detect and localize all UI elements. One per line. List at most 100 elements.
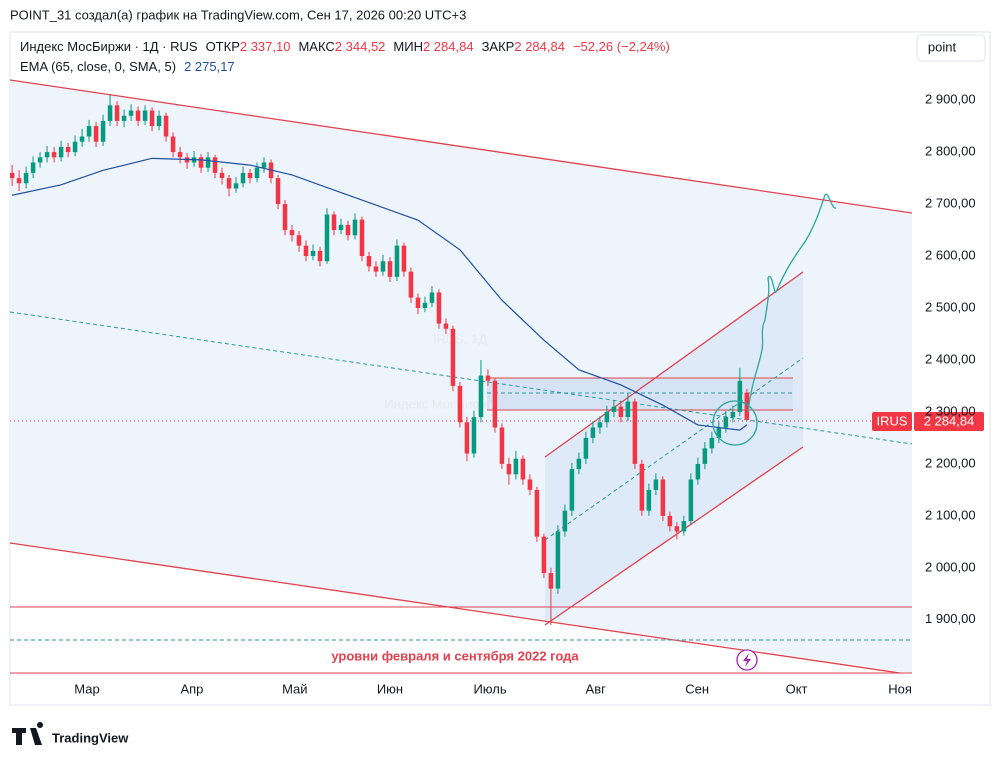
y-tick-label: 2 100,00	[925, 507, 976, 522]
candle-body	[429, 292, 435, 303]
candle-body	[100, 120, 106, 142]
trend-mid	[10, 311, 912, 445]
logo-icon	[12, 722, 44, 745]
candle-body	[37, 157, 43, 163]
ohlc-label: МИН	[393, 39, 423, 54]
unit-button[interactable]	[916, 34, 986, 62]
candle-body	[541, 536, 547, 574]
watermark: IRUS, 1Д	[433, 331, 488, 346]
candle-body	[436, 292, 442, 324]
candle-body	[597, 422, 603, 428]
marks	[10, 94, 750, 625]
candle-body	[604, 411, 610, 423]
candle-body	[583, 437, 589, 459]
highlight-circle	[712, 400, 758, 446]
indicator-line: EMA (65, close, 0, SMA, 5) 2 275,17	[20, 59, 235, 74]
candle-body	[709, 437, 715, 449]
candle-body	[723, 417, 729, 428]
candle-body	[121, 115, 127, 121]
candle-body	[513, 458, 519, 475]
candle-body	[450, 328, 456, 386]
candle-body	[730, 411, 736, 418]
candle-body	[394, 245, 400, 277]
candle-body	[548, 573, 554, 589]
author-line: POINT_31 создал(а) график на TradingView…	[10, 7, 466, 22]
annotation: уровни февраля и сентября 2022 года	[331, 648, 579, 663]
candle-body	[422, 302, 428, 309]
candle-body	[240, 172, 246, 184]
candle-body	[219, 172, 225, 179]
x-tick-label: Окт	[786, 681, 808, 696]
x-tick-label: Май	[282, 681, 307, 696]
price-tag-value: 2 284,84	[924, 413, 975, 428]
price-tag	[872, 412, 912, 431]
candle-body	[667, 515, 673, 527]
candle-body	[716, 427, 722, 438]
ohlc-value: 2 337,10	[240, 39, 291, 54]
candle-body	[135, 110, 141, 121]
ohlc-label: ОТКР	[206, 39, 240, 54]
candle-body	[415, 297, 421, 309]
candle-body	[317, 250, 323, 262]
candle-body	[562, 510, 568, 532]
candle-body	[16, 178, 22, 184]
ohlc-value: 2 284,84	[423, 39, 474, 54]
candle-body	[149, 110, 155, 127]
unit-button-label: point	[928, 39, 957, 54]
candle-body	[387, 261, 393, 277]
candle-body	[625, 401, 631, 418]
candle-body	[527, 479, 533, 490]
trend-upper	[10, 79, 912, 214]
candle-body	[492, 380, 498, 428]
candle-body	[359, 219, 365, 257]
candle-body	[681, 521, 687, 532]
logo: TradingView	[52, 730, 129, 745]
ohlc-label: МАКС	[298, 39, 334, 54]
candle-body	[177, 152, 183, 158]
candle-body	[72, 141, 78, 153]
candle-body	[205, 157, 211, 168]
x-tick-label: Авг	[586, 681, 607, 696]
candle-body	[261, 162, 267, 168]
price-tag	[914, 412, 984, 431]
candle-body	[128, 110, 134, 116]
candle-body	[296, 235, 302, 246]
x-tick-label: Ноя	[888, 681, 912, 696]
ohlc-label: ЗАКР	[482, 39, 515, 54]
candle-body	[338, 224, 344, 231]
ohlc-value: 2 284,84	[514, 39, 565, 54]
y-tick-label: 2 600,00	[925, 247, 976, 262]
candle-body	[373, 266, 379, 272]
candle-body	[233, 183, 239, 189]
candle-body	[163, 115, 169, 137]
candle-body	[366, 256, 372, 267]
candle-body	[345, 224, 351, 236]
candle-body	[254, 167, 260, 179]
candle-body	[380, 261, 386, 272]
candle-body	[408, 271, 414, 298]
candle-body	[534, 489, 540, 537]
candle-body	[646, 489, 652, 511]
candle-body	[569, 469, 575, 511]
x-tick-label: Апр	[180, 681, 203, 696]
x-tick-label: Июль	[473, 681, 506, 696]
candle-body	[114, 105, 120, 121]
candle-body	[23, 172, 29, 184]
x-tick-label: Сен	[685, 681, 709, 696]
candle-body	[247, 172, 253, 179]
indicator: EMA (65, close, 0, SMA, 5)	[20, 59, 176, 74]
ohlc-value: 2 344,52	[335, 39, 386, 54]
watermark-subtitle: Индекс МосБиржи	[385, 396, 496, 411]
candle-body	[478, 375, 484, 418]
channel-top	[544, 271, 804, 458]
candle-body	[331, 214, 337, 231]
candle-body	[457, 385, 463, 423]
y-tick-label: 2 000,00	[925, 559, 976, 574]
candle-body	[86, 126, 92, 137]
rising-channel-fill	[545, 272, 803, 625]
candle-body	[660, 479, 666, 516]
x-tick-label: Июн	[377, 681, 403, 696]
y-tick-label: 2 400,00	[925, 351, 976, 366]
y-tick-label: 2 800,00	[925, 144, 976, 159]
